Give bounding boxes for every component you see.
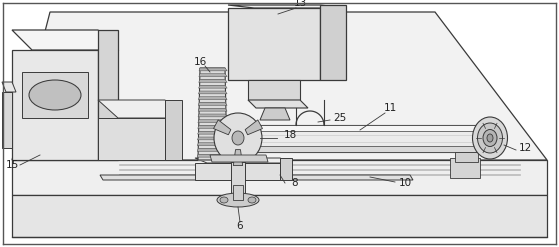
Polygon shape	[100, 175, 413, 180]
Polygon shape	[2, 82, 16, 92]
Polygon shape	[199, 74, 227, 77]
Polygon shape	[228, 8, 320, 80]
Polygon shape	[260, 108, 290, 120]
Polygon shape	[198, 120, 227, 123]
Polygon shape	[231, 162, 245, 195]
Polygon shape	[198, 114, 227, 117]
Ellipse shape	[472, 117, 508, 159]
Polygon shape	[225, 146, 478, 152]
Polygon shape	[225, 125, 478, 152]
Polygon shape	[2, 92, 12, 148]
Polygon shape	[22, 72, 88, 118]
Polygon shape	[98, 118, 165, 160]
Ellipse shape	[487, 134, 493, 142]
Polygon shape	[198, 131, 227, 134]
Polygon shape	[214, 120, 231, 135]
Text: 13: 13	[293, 0, 307, 8]
Polygon shape	[197, 148, 227, 151]
Polygon shape	[210, 155, 268, 162]
Text: 11: 11	[383, 103, 397, 113]
Polygon shape	[197, 137, 227, 140]
Polygon shape	[248, 80, 300, 100]
Ellipse shape	[220, 197, 228, 203]
Polygon shape	[280, 158, 292, 180]
Text: 12: 12	[518, 143, 532, 153]
Polygon shape	[228, 5, 346, 8]
Ellipse shape	[214, 113, 262, 163]
Text: 18: 18	[283, 130, 297, 140]
Polygon shape	[198, 125, 227, 128]
Polygon shape	[195, 163, 280, 180]
Text: 15: 15	[6, 160, 18, 170]
Polygon shape	[198, 97, 227, 100]
Polygon shape	[12, 12, 547, 160]
Polygon shape	[195, 158, 292, 163]
Polygon shape	[98, 100, 182, 118]
Text: 8: 8	[292, 178, 299, 188]
Ellipse shape	[248, 197, 256, 203]
Ellipse shape	[483, 129, 497, 146]
Polygon shape	[165, 100, 182, 160]
Ellipse shape	[217, 193, 259, 207]
Polygon shape	[225, 125, 478, 131]
Polygon shape	[198, 68, 227, 160]
Text: 25: 25	[333, 113, 347, 123]
Text: 16: 16	[193, 57, 207, 67]
Polygon shape	[197, 143, 227, 146]
Polygon shape	[198, 108, 227, 111]
Ellipse shape	[477, 123, 503, 153]
Polygon shape	[245, 120, 263, 135]
Ellipse shape	[29, 80, 81, 110]
Polygon shape	[233, 185, 243, 200]
Text: 6: 6	[236, 221, 243, 231]
Polygon shape	[198, 91, 227, 94]
Text: 10: 10	[399, 178, 411, 188]
Polygon shape	[12, 30, 118, 50]
Polygon shape	[197, 154, 227, 157]
Polygon shape	[248, 100, 308, 108]
Polygon shape	[98, 30, 118, 160]
Polygon shape	[12, 160, 547, 195]
Polygon shape	[12, 195, 547, 237]
Polygon shape	[450, 158, 480, 178]
Polygon shape	[233, 150, 243, 165]
Polygon shape	[199, 68, 227, 71]
Polygon shape	[320, 5, 346, 80]
Polygon shape	[198, 85, 227, 88]
Polygon shape	[198, 103, 227, 105]
Polygon shape	[199, 80, 227, 82]
Polygon shape	[12, 50, 98, 160]
Ellipse shape	[232, 131, 244, 145]
Polygon shape	[455, 152, 478, 162]
